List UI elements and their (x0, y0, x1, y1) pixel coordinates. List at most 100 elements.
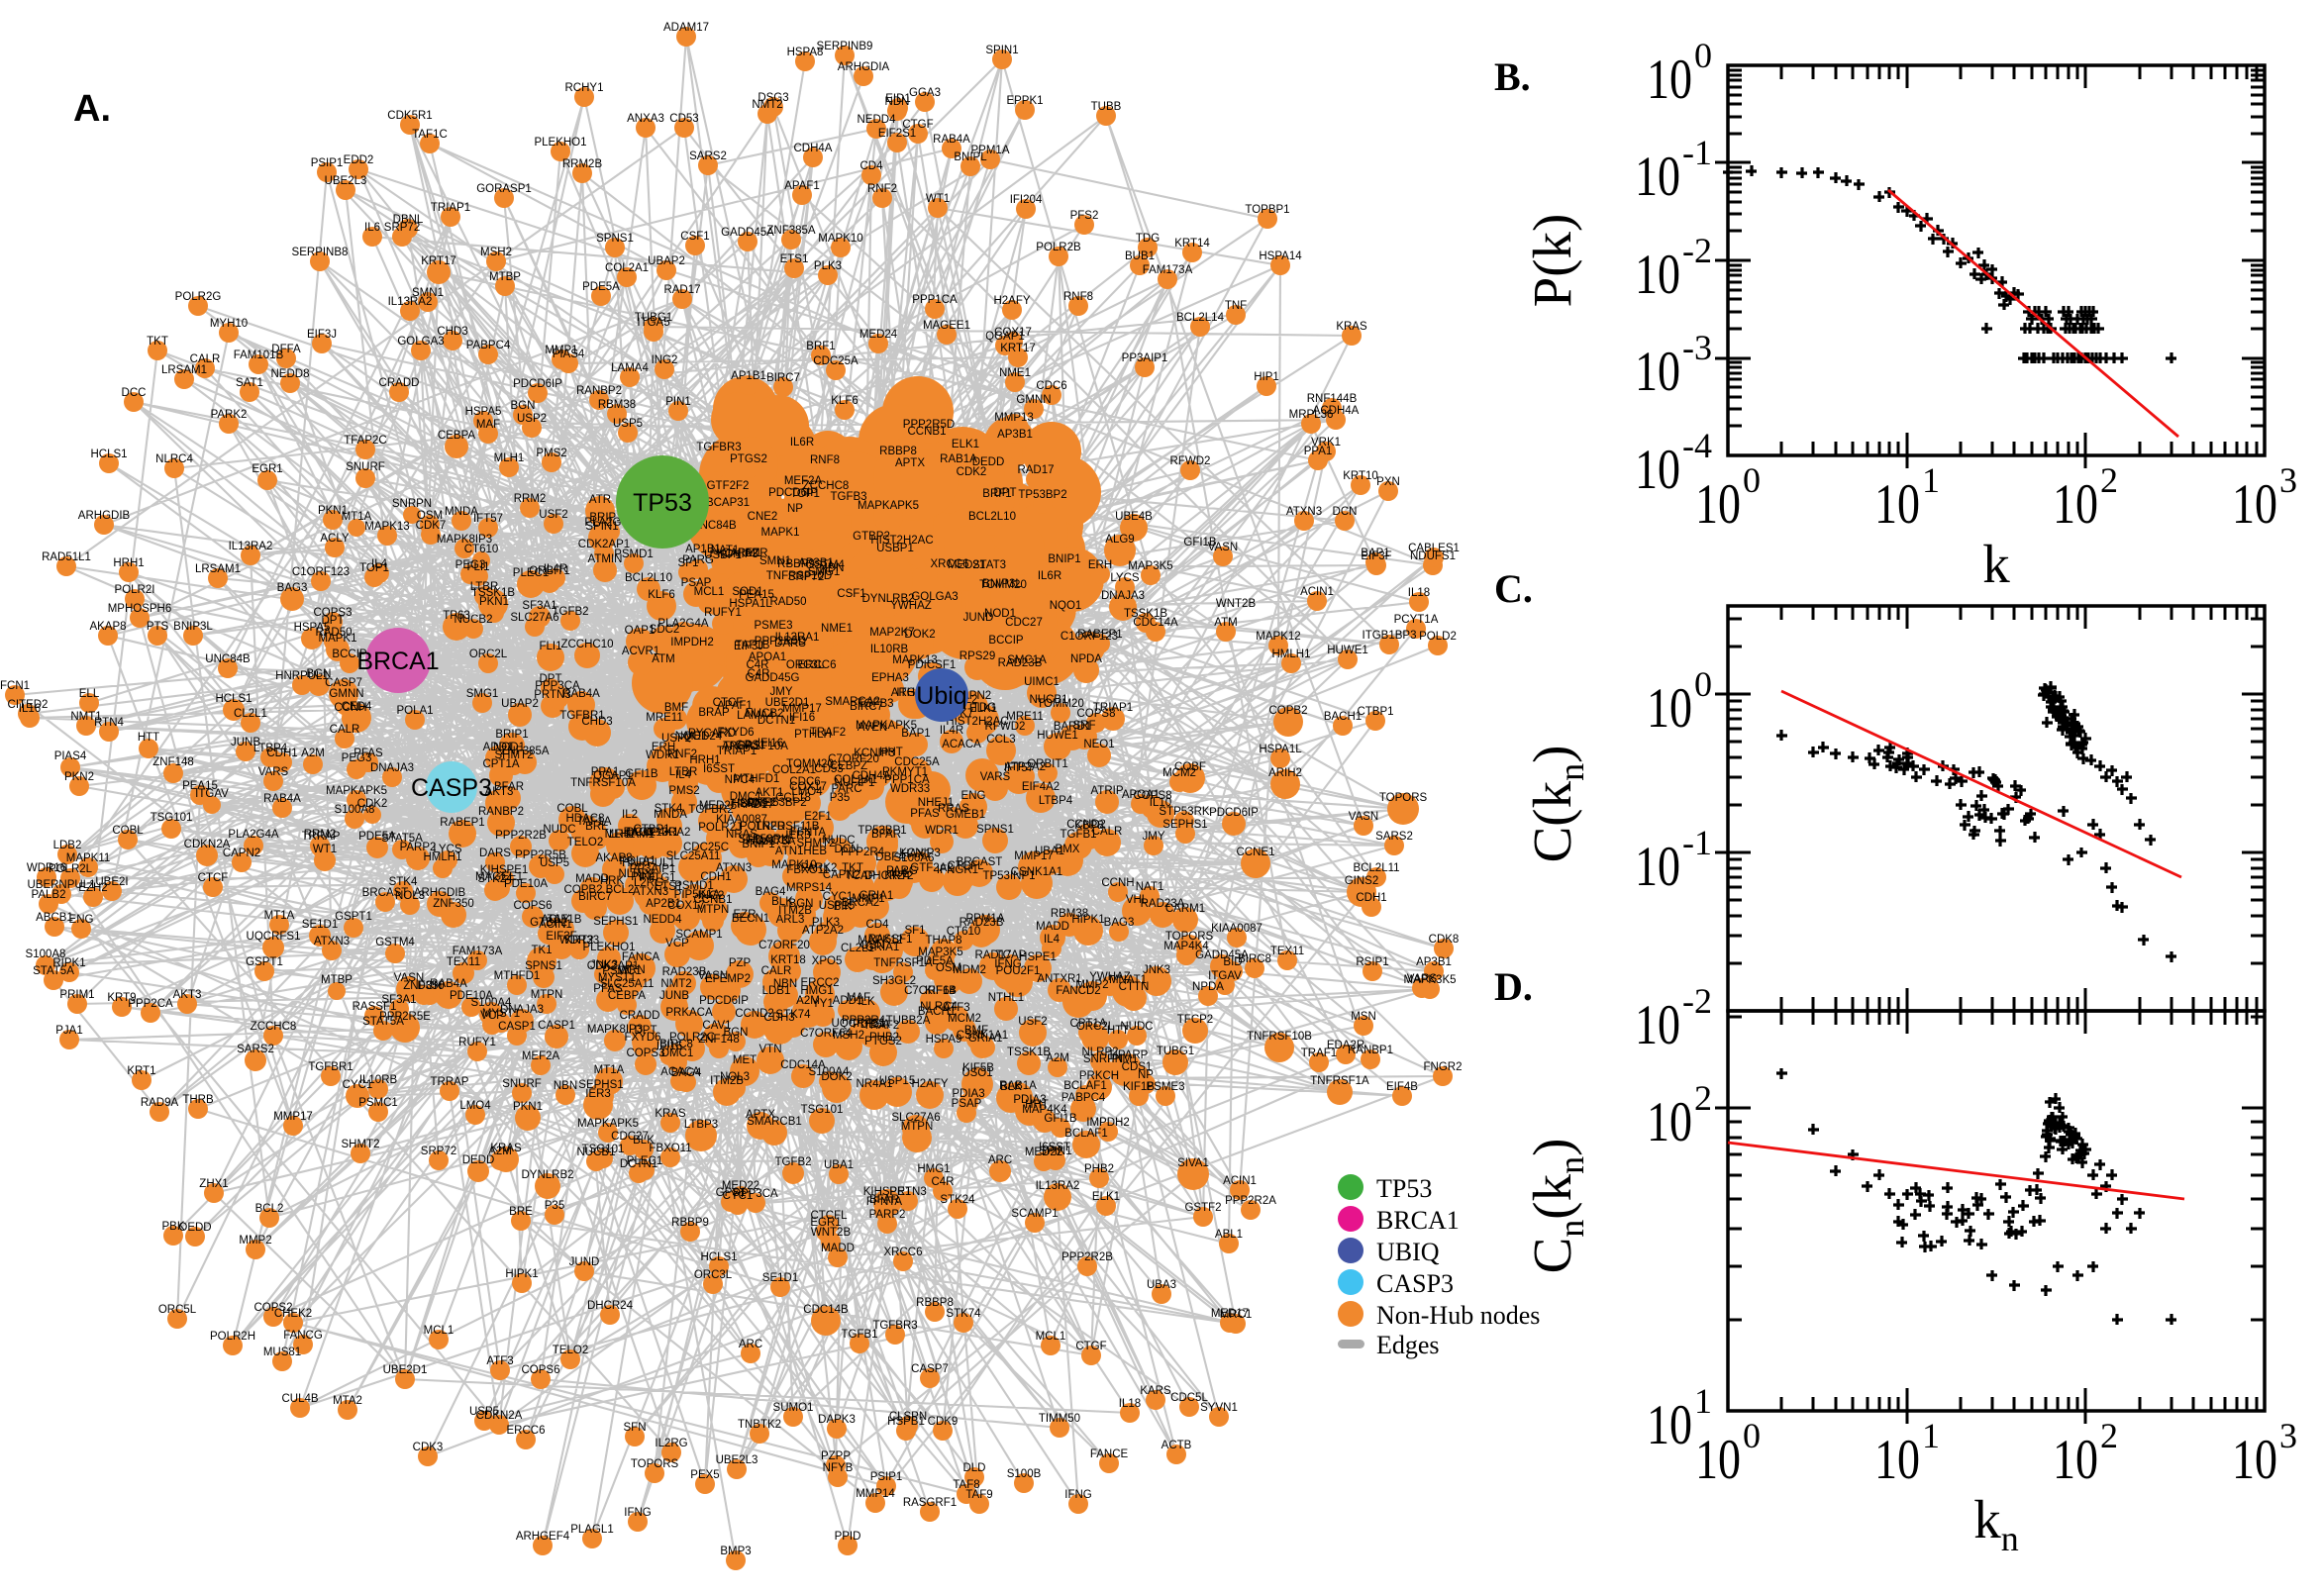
svg-text:IMPDH2: IMPDH2 (670, 637, 713, 648)
svg-text:UBE4B: UBE4B (1115, 511, 1153, 523)
svg-text:ITGAV: ITGAV (195, 788, 229, 800)
svg-text:TP53BP1: TP53BP1 (858, 825, 906, 837)
svg-text:BCAP31: BCAP31 (706, 497, 750, 509)
svg-text:YWHAZ: YWHAZ (1089, 971, 1131, 983)
svg-text:CDK2AP1: CDK2AP1 (578, 539, 630, 550)
svg-text:OAP1: OAP1 (625, 625, 656, 637)
svg-text:IMPDH2: IMPDH2 (1086, 1117, 1129, 1129)
svg-text:BCCIP: BCCIP (988, 635, 1023, 647)
svg-text:PTTG1: PTTG1 (639, 872, 675, 884)
svg-text:RNF8: RNF8 (810, 454, 840, 466)
svg-text:JUND: JUND (569, 1256, 600, 1268)
svg-text:2: 2 (2100, 1416, 2118, 1455)
svg-text:BACH1: BACH1 (918, 1006, 956, 1018)
svg-text:TUBG1: TUBG1 (635, 312, 672, 324)
svg-text:FANCG: FANCG (283, 1330, 323, 1342)
svg-text:PRIM1: PRIM1 (59, 989, 94, 1001)
svg-text:EFEMP2: EFEMP2 (705, 973, 751, 985)
svg-text:ACIN1: ACIN1 (1300, 586, 1334, 598)
svg-text:SNURF: SNURF (502, 1078, 542, 1090)
svg-text:SRP72: SRP72 (421, 1146, 456, 1157)
svg-text:NLRP2: NLRP2 (1081, 1047, 1118, 1058)
svg-text:GSN: GSN (860, 940, 885, 951)
svg-text:APAF1: APAF1 (717, 700, 753, 712)
svg-text:1: 1 (1694, 1381, 1712, 1421)
svg-text:GTBP2: GTBP2 (530, 917, 567, 929)
svg-text:EGR1: EGR1 (810, 1217, 841, 1229)
svg-text:TGFBR2: TGFBR2 (688, 804, 733, 816)
svg-text:WT1: WT1 (926, 193, 950, 205)
svg-text:CPT1A: CPT1A (482, 758, 519, 770)
svg-text:EIF4A2: EIF4A2 (1022, 781, 1060, 793)
svg-text:BAG3: BAG3 (277, 582, 308, 594)
svg-text:DCN: DCN (835, 844, 859, 855)
svg-text:BCL2L10: BCL2L10 (625, 572, 672, 584)
svg-text:MSN: MSN (1351, 1011, 1376, 1023)
svg-text:VARS: VARS (980, 771, 1011, 783)
svg-text:COL2A1: COL2A1 (605, 262, 649, 274)
svg-text:10: 10 (1647, 49, 1692, 111)
svg-text:NDN: NDN (820, 562, 845, 574)
svg-text:ADD1: ADD1 (483, 742, 514, 753)
svg-text:MTHFD1: MTHFD1 (734, 773, 780, 785)
svg-text:TGFB2: TGFB2 (552, 606, 588, 618)
svg-text:MED22: MED22 (722, 1180, 759, 1192)
svg-text:ING2: ING2 (652, 354, 678, 366)
svg-text:BMF: BMF (664, 702, 688, 714)
svg-text:PIN1: PIN1 (665, 396, 691, 408)
svg-text:PPP2CA: PPP2CA (128, 998, 173, 1010)
svg-text:MTPN: MTPN (901, 1121, 934, 1133)
svg-text:HRH1: HRH1 (113, 557, 144, 569)
svg-text:PPP2R4: PPP2R4 (842, 1015, 886, 1027)
svg-text:ENG: ENG (69, 914, 94, 926)
svg-text:PPA1: PPA1 (1304, 446, 1333, 457)
svg-text:WT1: WT1 (313, 844, 337, 855)
svg-text:STK24: STK24 (477, 873, 513, 885)
svg-text:PIM1: PIM1 (1112, 1053, 1139, 1065)
svg-text:CARM1: CARM1 (722, 548, 761, 559)
svg-text:TGFB1: TGFB1 (841, 1329, 877, 1341)
svg-text:TSG101: TSG101 (582, 1144, 625, 1155)
svg-text:ILK: ILK (858, 996, 875, 1008)
svg-text:WDR33: WDR33 (890, 783, 930, 795)
svg-text:HSPA9: HSPA9 (732, 798, 768, 810)
svg-text:AP3B1: AP3B1 (798, 557, 834, 569)
svg-text:CTBP1: CTBP1 (1357, 706, 1393, 718)
svg-text:BAG3: BAG3 (624, 827, 655, 839)
svg-text:CTCFL: CTCFL (810, 1210, 848, 1222)
svg-text:IFI16: IFI16 (656, 1041, 682, 1052)
svg-text:PEG3: PEG3 (342, 752, 372, 764)
svg-text:UNC84B: UNC84B (205, 653, 251, 665)
svg-text:MAP2K7: MAP2K7 (869, 627, 914, 639)
svg-text:DCTN1: DCTN1 (620, 1158, 657, 1170)
svg-text:RAD17: RAD17 (737, 799, 773, 811)
svg-text:PDE10A: PDE10A (504, 878, 548, 890)
svg-text:DYNLRB2: DYNLRB2 (861, 593, 914, 605)
svg-text:PRKCH: PRKCH (1079, 1070, 1119, 1082)
svg-text:KLF6: KLF6 (831, 395, 858, 407)
svg-text:PSIP1: PSIP1 (311, 157, 344, 169)
svg-text:MYST1: MYST1 (482, 1008, 520, 1020)
svg-text:NOL3: NOL3 (395, 890, 425, 902)
svg-text:LDB2: LDB2 (53, 840, 82, 851)
svg-text:MMP17: MMP17 (782, 703, 822, 715)
svg-text:HSPB1: HSPB1 (887, 1416, 925, 1428)
svg-text:IL18: IL18 (1119, 1398, 1141, 1410)
svg-text:SPIN1: SPIN1 (1039, 1146, 1071, 1157)
svg-text:HIPK1: HIPK1 (1071, 914, 1104, 926)
svg-text:DARS: DARS (774, 638, 806, 649)
svg-text:LMO4: LMO4 (791, 786, 823, 798)
svg-text:RAD17: RAD17 (663, 284, 700, 296)
svg-text:FANCE: FANCE (1090, 1448, 1129, 1460)
svg-text:PHB2: PHB2 (869, 1032, 899, 1044)
svg-text:TAF1B: TAF1B (736, 640, 770, 651)
svg-text:ERH: ERH (652, 742, 675, 753)
svg-text:NMT2: NMT2 (660, 978, 691, 990)
svg-text:BAG4: BAG4 (756, 886, 786, 898)
svg-text:OEDD: OEDD (178, 1222, 211, 1234)
svg-text:DSG3: DSG3 (758, 92, 788, 104)
svg-text:LRSAM1: LRSAM1 (195, 563, 241, 575)
svg-text:RIPK1: RIPK1 (52, 957, 85, 969)
svg-text:RAD23B: RAD23B (998, 657, 1043, 669)
svg-text:CDC27: CDC27 (611, 1131, 649, 1143)
